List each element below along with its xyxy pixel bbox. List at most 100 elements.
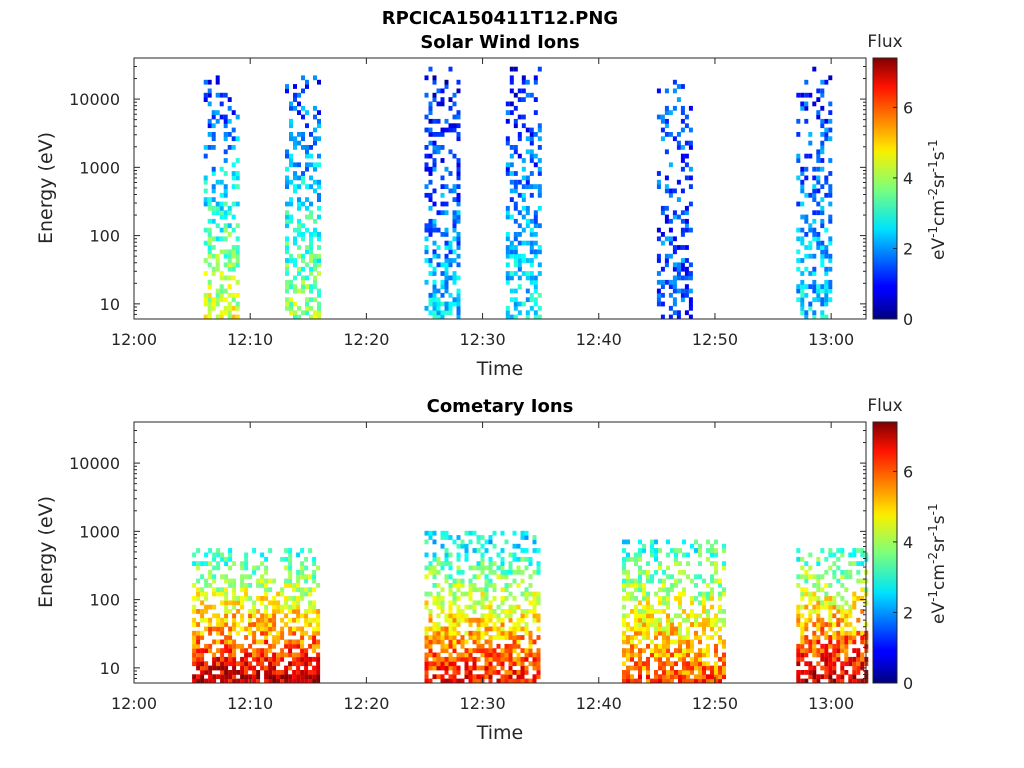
heatmap-cell [804, 314, 809, 320]
heatmap-cell [680, 145, 685, 150]
heatmap-cell [227, 292, 232, 298]
heatmap-cell [424, 626, 429, 632]
heatmap-cell [301, 236, 305, 242]
heatmap-cell [722, 652, 726, 658]
heatmap-cell [424, 670, 429, 675]
heatmap-cell [848, 639, 853, 645]
heatmap-cell [638, 548, 642, 553]
heatmap-cell [676, 271, 681, 276]
heatmap-cell [436, 310, 441, 316]
heatmap-cell [285, 184, 289, 189]
heatmap-cell [220, 600, 225, 606]
heatmap-cell [634, 604, 638, 610]
heatmap-cell [207, 218, 212, 224]
heatmap-cell [440, 665, 445, 671]
heatmap-cell [289, 105, 293, 111]
heatmap-cell [508, 561, 513, 566]
heatmap-cell [432, 218, 437, 224]
heatmap-cell [223, 210, 228, 216]
heatmap-cell [244, 635, 249, 640]
heatmap-cell [472, 565, 477, 571]
heatmap-cell [448, 613, 453, 619]
heatmap-cell [844, 613, 849, 619]
heatmap-cell [309, 132, 313, 137]
heatmap-cell [660, 210, 665, 216]
heatmap-cell [664, 118, 669, 124]
heatmap-cell [244, 674, 249, 680]
heatmap-cell [284, 665, 289, 671]
heatmap-cell [313, 310, 317, 316]
heatmap-cell [513, 188, 518, 194]
y-tick-label: 10 [100, 295, 120, 314]
heatmap-cell [304, 591, 309, 597]
heatmap-cell [828, 258, 833, 263]
heatmap-cell [500, 561, 505, 566]
heatmap-cell [300, 613, 305, 619]
heatmap-cell [432, 583, 437, 588]
heatmap-cell [536, 591, 541, 597]
heatmap-cell [252, 665, 257, 671]
heatmap-cell [525, 127, 530, 133]
heatmap-cell [244, 556, 249, 562]
heatmap-cell [832, 656, 837, 662]
heatmap-cell [860, 635, 865, 640]
heatmap-cell [220, 652, 225, 658]
heatmap-cell [297, 162, 301, 168]
heatmap-cell [672, 279, 677, 285]
heatmap-cell [468, 539, 473, 545]
heatmap-cell [428, 626, 433, 632]
heatmap-cell [452, 275, 457, 281]
heatmap-cell [224, 670, 229, 675]
heatmap-cell [529, 218, 534, 224]
heatmap-cell [448, 97, 453, 102]
heatmap-cell [317, 305, 321, 311]
heatmap-cell [264, 578, 269, 584]
heatmap-cell [484, 613, 489, 619]
heatmap-cell [672, 214, 677, 220]
heatmap-cell [496, 626, 501, 632]
heatmap-cell [500, 609, 505, 614]
heatmap-cell [297, 132, 301, 137]
heatmap-cell [532, 674, 537, 680]
heatmap-cell [513, 105, 518, 111]
heatmap-cell [215, 292, 220, 298]
heatmap-cell [207, 118, 212, 124]
heatmap-cell [223, 288, 228, 294]
y-tick-label: 100 [89, 591, 120, 610]
heatmap-cell [860, 587, 865, 593]
heatmap-cell [800, 626, 805, 632]
heatmap-cell [676, 310, 681, 316]
heatmap-cell [848, 561, 853, 566]
heatmap-cell [536, 569, 541, 575]
heatmap-cell [440, 232, 445, 237]
heatmap-cell [424, 656, 429, 662]
heatmap-cell [476, 574, 481, 580]
heatmap-cell [309, 271, 313, 276]
heatmap-cell [516, 674, 521, 680]
heatmap-cell [296, 613, 301, 619]
heatmap-cell [684, 292, 689, 298]
heatmap-cell [638, 656, 642, 662]
heatmap-cell [228, 639, 233, 645]
heatmap-cell [296, 626, 301, 632]
heatmap-cell [216, 630, 221, 636]
heatmap-cell [211, 271, 216, 276]
heatmap-cell [476, 674, 481, 680]
heatmap-cell [428, 678, 433, 684]
heatmap-cell [304, 613, 309, 619]
heatmap-cell [456, 297, 461, 303]
heatmap-cell [532, 652, 537, 658]
heatmap-cell [440, 600, 445, 606]
heatmap-cell [208, 670, 213, 675]
heatmap-cell [488, 561, 493, 566]
figure-title: RPCICA150411T12.PNG [382, 8, 618, 29]
heatmap-cell [533, 184, 538, 189]
heatmap-cell [432, 253, 437, 259]
heatmap-cell [207, 227, 212, 233]
heatmap-cell [710, 578, 714, 584]
heatmap-cell [264, 613, 269, 619]
heatmap-cell [678, 656, 682, 662]
heatmap-cell [642, 604, 646, 610]
heatmap-cell [808, 227, 813, 233]
heatmap-cell [460, 617, 465, 623]
